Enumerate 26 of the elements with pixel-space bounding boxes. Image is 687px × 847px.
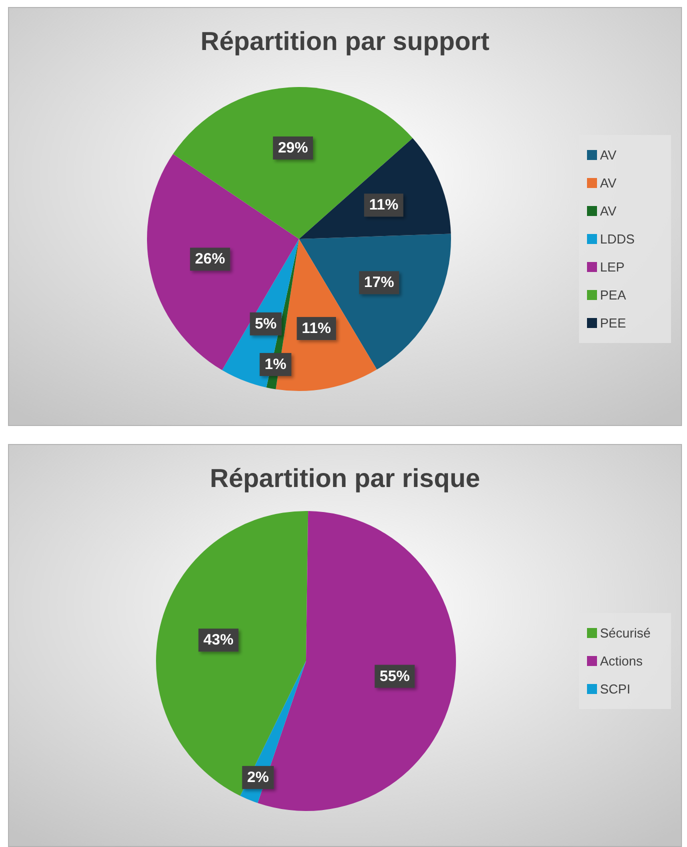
data-label: 1% bbox=[264, 356, 286, 373]
legend-label: PEA bbox=[600, 288, 626, 302]
data-label: 55% bbox=[380, 668, 410, 685]
legend-label: AV bbox=[600, 204, 617, 218]
data-label: 2% bbox=[247, 768, 269, 786]
data-label: 43% bbox=[203, 632, 234, 649]
data-label: 26% bbox=[195, 250, 226, 268]
pie-slice bbox=[156, 511, 308, 796]
legend-label: LDDS bbox=[600, 232, 636, 246]
legend-label: AV bbox=[600, 148, 617, 162]
chart-title: Répartition par support bbox=[200, 26, 490, 56]
data-label: 11% bbox=[302, 320, 332, 338]
legend-label: SCPI bbox=[600, 682, 630, 696]
legend-label: PEE bbox=[600, 316, 626, 330]
legend-label: Sécurisé bbox=[600, 626, 651, 640]
pie-slice bbox=[172, 87, 413, 239]
data-label: 5% bbox=[254, 315, 277, 332]
data-label: 17% bbox=[364, 274, 394, 292]
data-label: 11% bbox=[369, 196, 398, 214]
legend-label: Actions bbox=[600, 654, 644, 668]
legend-label: AV bbox=[600, 176, 617, 190]
data-label: 29% bbox=[278, 140, 308, 156]
legend-label: LEP bbox=[600, 260, 625, 274]
pie-slice bbox=[147, 154, 299, 370]
chart-title: Répartition par risque bbox=[210, 463, 480, 493]
pie-slice bbox=[299, 234, 451, 370]
